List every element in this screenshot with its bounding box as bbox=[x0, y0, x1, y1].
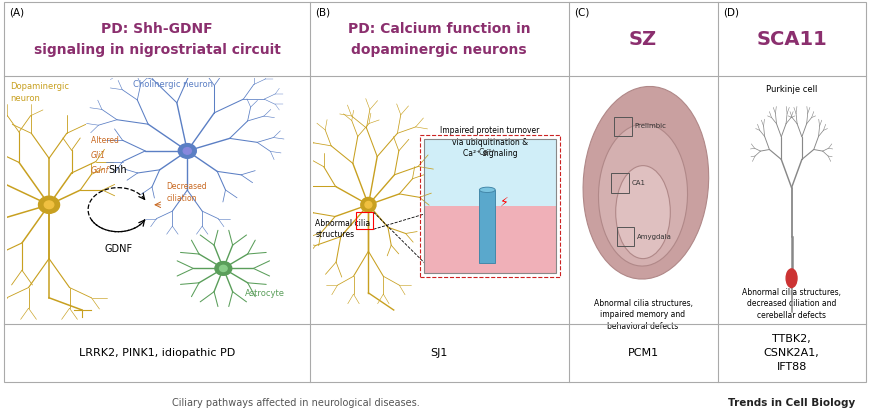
Text: Shh: Shh bbox=[109, 166, 128, 176]
Text: Impaired protein turnover
via ubiquitination &
Ca²⁺ signaling: Impaired protein turnover via ubiquitina… bbox=[440, 127, 539, 158]
Text: Gdnf: Gdnf bbox=[91, 166, 109, 175]
Text: dopaminergic neurons: dopaminergic neurons bbox=[351, 43, 527, 56]
Circle shape bbox=[183, 148, 191, 154]
Text: CA1: CA1 bbox=[631, 180, 645, 186]
Bar bbox=[420, 135, 559, 277]
Bar bbox=[611, 173, 628, 193]
Text: Gli1: Gli1 bbox=[91, 151, 106, 160]
Text: Abnormal cilia structures,
impaired memory and
behavioral defects: Abnormal cilia structures, impaired memo… bbox=[593, 299, 692, 331]
Bar bbox=[423, 139, 555, 273]
Text: Astrocyte: Astrocyte bbox=[245, 289, 285, 298]
Text: Ciliary pathways affected in neurological diseases.: Ciliary pathways affected in neurologica… bbox=[172, 398, 419, 408]
Circle shape bbox=[219, 265, 227, 272]
Ellipse shape bbox=[582, 87, 708, 279]
Circle shape bbox=[44, 201, 54, 209]
Bar bbox=[355, 212, 373, 229]
Text: (D): (D) bbox=[722, 7, 738, 17]
Text: PD: Shh-GDNF: PD: Shh-GDNF bbox=[102, 22, 213, 36]
Text: PCM1: PCM1 bbox=[627, 348, 658, 358]
Bar bbox=[614, 117, 631, 136]
Text: Abnormal cilia
structures: Abnormal cilia structures bbox=[315, 219, 370, 240]
Text: Decreased
ciliation: Decreased ciliation bbox=[166, 183, 207, 203]
Text: Dopaminergic
neuron: Dopaminergic neuron bbox=[10, 82, 69, 102]
Text: Trends in Cell Biology: Trends in Cell Biology bbox=[727, 398, 854, 408]
Text: Altered: Altered bbox=[91, 136, 121, 145]
Text: Ca²⁺: Ca²⁺ bbox=[478, 148, 495, 157]
Text: GDNF: GDNF bbox=[104, 244, 132, 254]
Text: SJ1: SJ1 bbox=[430, 348, 448, 358]
Text: SCA11: SCA11 bbox=[755, 30, 826, 48]
Text: PD: Calcium function in: PD: Calcium function in bbox=[348, 22, 530, 36]
Text: (B): (B) bbox=[315, 7, 330, 17]
Text: signaling in nigrostriatal circuit: signaling in nigrostriatal circuit bbox=[34, 43, 281, 56]
Text: Prelimbic: Prelimbic bbox=[634, 123, 666, 130]
Text: Amygdala: Amygdala bbox=[636, 234, 672, 240]
Text: TTBK2,
CSNK2A1,
IFT88: TTBK2, CSNK2A1, IFT88 bbox=[763, 334, 819, 372]
Text: Abnormal cilia structures,
decreased ciliation and
cerebellar defects: Abnormal cilia structures, decreased cil… bbox=[741, 288, 840, 320]
Text: Cholinergic neuron: Cholinergic neuron bbox=[133, 80, 213, 89]
Text: (A): (A) bbox=[10, 7, 24, 17]
Circle shape bbox=[178, 144, 196, 158]
Circle shape bbox=[215, 262, 231, 275]
Circle shape bbox=[786, 269, 796, 288]
Text: Purkinje cell: Purkinje cell bbox=[765, 85, 816, 94]
Text: (C): (C) bbox=[573, 7, 588, 17]
Circle shape bbox=[38, 196, 59, 213]
Ellipse shape bbox=[598, 124, 687, 266]
Text: LRRK2, PINK1, idiopathic PD: LRRK2, PINK1, idiopathic PD bbox=[79, 348, 235, 358]
Circle shape bbox=[365, 201, 371, 208]
Text: ⚡: ⚡ bbox=[500, 196, 508, 209]
Ellipse shape bbox=[479, 187, 494, 193]
Bar bbox=[423, 139, 555, 206]
Circle shape bbox=[361, 197, 375, 212]
Bar bbox=[616, 227, 634, 246]
Bar bbox=[423, 206, 555, 273]
Text: SZ: SZ bbox=[628, 30, 656, 48]
Bar bbox=[479, 190, 494, 263]
Ellipse shape bbox=[615, 166, 669, 259]
